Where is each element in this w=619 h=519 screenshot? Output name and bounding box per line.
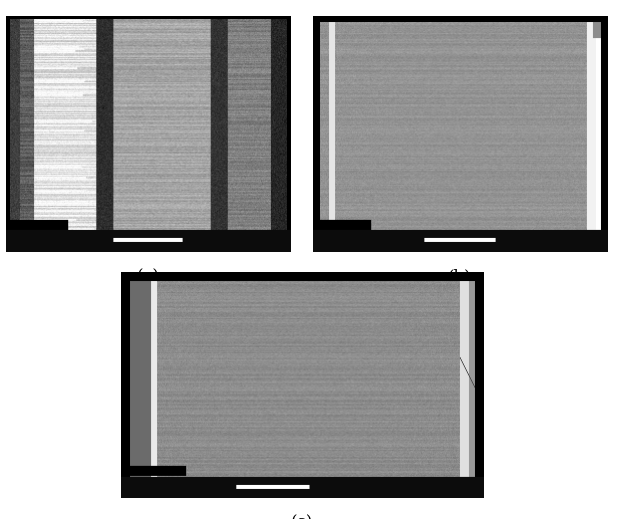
Text: (a): (a) — [137, 268, 160, 285]
Text: (b): (b) — [448, 268, 472, 285]
Text: (c): (c) — [290, 514, 313, 519]
